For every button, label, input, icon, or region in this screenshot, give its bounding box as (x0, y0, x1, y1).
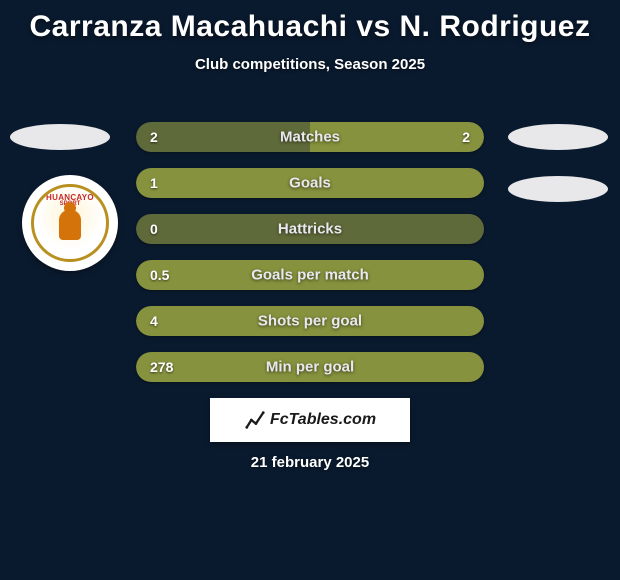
stat-row: 278 Min per goal (136, 352, 484, 382)
stat-label: Matches (280, 129, 340, 146)
stat-label: Goals per match (251, 267, 369, 284)
subtitle: Club competitions, Season 2025 (0, 56, 620, 73)
player-badge-right-2 (508, 176, 608, 202)
stat-value-left: 0 (150, 221, 158, 237)
club-logo-left: HUANCAYO SPORT (22, 175, 118, 271)
stat-label: Min per goal (266, 359, 354, 376)
stat-label: Shots per goal (258, 313, 362, 330)
chart-icon (244, 409, 266, 431)
stat-value-left: 0.5 (150, 267, 169, 283)
stat-row: 0 Hattricks (136, 214, 484, 244)
stat-value-left: 1 (150, 175, 158, 191)
footer-brand-badge: FcTables.com (210, 398, 410, 442)
stat-row: 2 2 Matches (136, 122, 484, 152)
stat-row: 1 Goals (136, 168, 484, 198)
stat-row: 4 Shots per goal (136, 306, 484, 336)
footer-brand-text: FcTables.com (270, 411, 376, 429)
stat-label: Goals (289, 175, 331, 192)
date-text: 21 february 2025 (251, 454, 369, 471)
stat-row: 0.5 Goals per match (136, 260, 484, 290)
club-logo-figure (59, 210, 81, 240)
stats-bars: 2 2 Matches 1 Goals 0 Hattricks 0.5 Goals per ma… (136, 122, 484, 398)
stat-label: Hattricks (278, 221, 342, 238)
stat-value-left: 4 (150, 313, 158, 329)
stat-value-right: 2 (462, 129, 470, 145)
stat-value-left: 278 (150, 359, 173, 375)
player-badge-left (10, 124, 110, 150)
page-title: Carranza Macahuachi vs N. Rodriguez (0, 0, 620, 44)
player-badge-right (508, 124, 608, 150)
stat-value-left: 2 (150, 129, 158, 145)
club-logo-inner: HUANCAYO SPORT (31, 184, 109, 262)
